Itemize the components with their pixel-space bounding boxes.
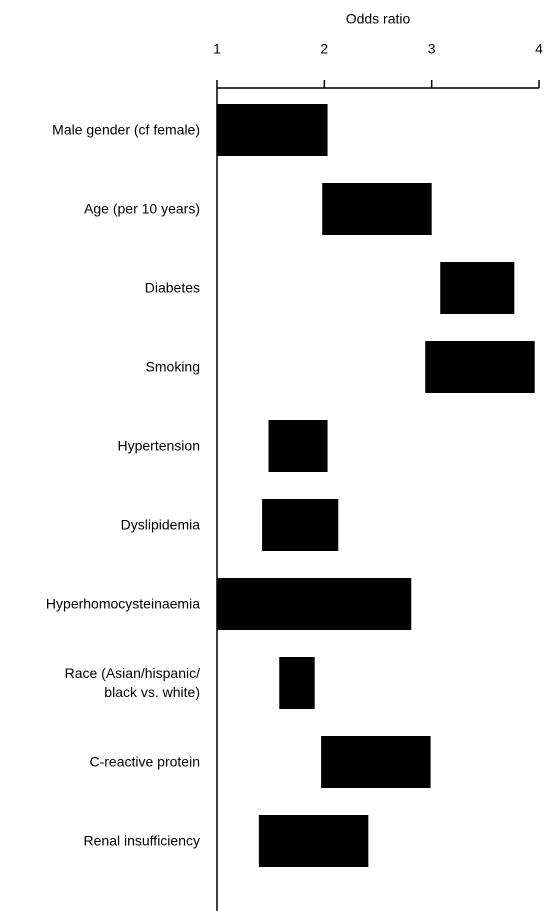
- category-label: Smoking: [145, 358, 200, 375]
- category-label: Diabetes: [144, 279, 200, 296]
- category-label: Hyperhomocysteinaemia: [45, 595, 200, 612]
- bar: [440, 262, 515, 314]
- bar: [425, 341, 535, 393]
- bar: [268, 420, 328, 472]
- category-label: Hypertension: [117, 437, 201, 454]
- x-tick-label: 3: [428, 41, 436, 57]
- category-label: Renal insufficiency: [83, 832, 200, 849]
- category-label: Male gender (cf female): [52, 121, 200, 138]
- x-axis-label: Odds ratio: [346, 11, 411, 27]
- category-label: C-reactive protein: [89, 753, 201, 770]
- x-tick-label: 2: [320, 41, 328, 57]
- bar: [262, 499, 339, 551]
- category-label: Race (Asian/hispanic/ black vs. white): [64, 665, 200, 700]
- bar: [258, 815, 369, 867]
- bar: [217, 104, 328, 156]
- x-tick-label: 1: [213, 41, 221, 57]
- x-tick-label: 4: [535, 41, 543, 57]
- bar: [217, 578, 412, 630]
- bar: [279, 657, 315, 709]
- bar: [321, 736, 431, 788]
- category-label: Age (per 10 years): [84, 200, 200, 217]
- bar: [322, 183, 432, 235]
- category-label: Dyslipidemia: [120, 516, 200, 533]
